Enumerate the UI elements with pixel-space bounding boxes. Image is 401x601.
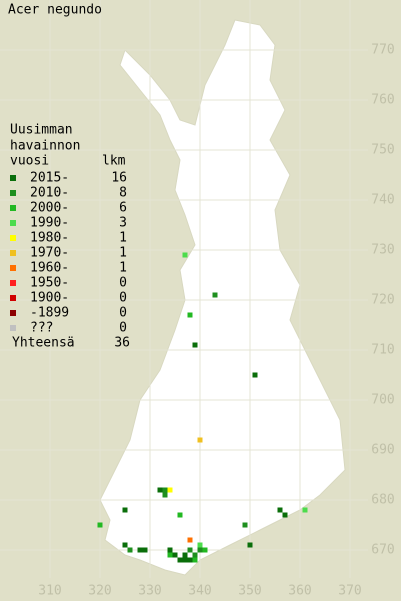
occurrence xyxy=(212,292,218,298)
x-tick-label: 350 xyxy=(238,584,261,599)
y-tick-label: 720 xyxy=(371,293,394,308)
grid xyxy=(0,0,368,578)
occurrence xyxy=(197,547,203,553)
occurrence xyxy=(197,542,203,548)
legend-label: 1980- xyxy=(30,231,69,246)
legend-swatch xyxy=(10,220,16,226)
legend-heading: Uusimman xyxy=(10,123,73,138)
legend-swatch xyxy=(10,265,16,271)
legend-label: 1950- xyxy=(30,276,69,291)
occurrence xyxy=(122,542,128,548)
legend-label: 1990- xyxy=(30,216,69,231)
occurrence xyxy=(187,547,193,553)
occurrence xyxy=(167,547,173,553)
occurrence xyxy=(177,512,183,518)
legend-count: 0 xyxy=(119,306,127,321)
y-tick-label: 740 xyxy=(371,193,394,208)
occurrence xyxy=(302,507,308,513)
occurrence xyxy=(97,522,103,528)
x-tick-label: 310 xyxy=(38,584,61,599)
y-tick-label: 700 xyxy=(371,393,394,408)
occurrence xyxy=(177,557,183,563)
occurrence xyxy=(182,252,188,258)
occurrence xyxy=(167,487,173,493)
title: Acer negundo xyxy=(8,3,102,18)
x-tick-label: 370 xyxy=(338,584,361,599)
x-tick-label: 330 xyxy=(138,584,161,599)
occurrence xyxy=(182,552,188,558)
occurrence xyxy=(137,547,143,553)
legend-count: 1 xyxy=(119,246,127,261)
legend-label: 1900- xyxy=(30,291,69,306)
occurrence xyxy=(162,487,168,493)
legend-label: ??? xyxy=(30,321,53,336)
y-tick-label: 670 xyxy=(371,543,394,558)
occurrence xyxy=(187,537,193,543)
occurrence xyxy=(172,552,178,558)
x-tick-label: 360 xyxy=(288,584,311,599)
legend-label: -1899 xyxy=(30,306,69,321)
legend-heading: vuosi xyxy=(10,154,49,169)
occurrence xyxy=(122,507,128,513)
occurrence xyxy=(252,372,258,378)
legend-count: 1 xyxy=(119,231,127,246)
x-tick-label: 340 xyxy=(188,584,211,599)
legend-label: 2000- xyxy=(30,201,69,216)
legend-swatch xyxy=(10,235,16,241)
legend-count: 0 xyxy=(119,321,127,336)
country-outline xyxy=(99,19,346,576)
y-tick-label: 690 xyxy=(371,443,394,458)
legend-count: 1 xyxy=(119,261,127,276)
legend-swatch xyxy=(10,175,16,181)
occurrence xyxy=(182,557,188,563)
points xyxy=(97,252,308,563)
legend-count: 3 xyxy=(119,216,127,231)
occurrence xyxy=(167,552,173,558)
legend-label: 2015- xyxy=(30,171,69,186)
occurrence xyxy=(187,312,193,318)
legend-count: 0 xyxy=(119,291,127,306)
y-tick-label: 710 xyxy=(371,343,394,358)
occurrence xyxy=(277,507,283,513)
y-tick-label: 680 xyxy=(371,493,394,508)
legend-swatch xyxy=(10,250,16,256)
y-tick-label: 770 xyxy=(371,43,394,58)
legend-count-heading: lkm xyxy=(102,154,126,169)
legend-swatch xyxy=(10,205,16,211)
y-tick-label: 760 xyxy=(371,93,394,108)
legend-swatch xyxy=(10,310,16,316)
occurrence xyxy=(127,547,133,553)
occurrence xyxy=(187,557,193,563)
y-tick-label: 750 xyxy=(371,143,394,158)
legend: 2015- 16 2010- 8 2000- 6 1990- 3 1980- 1 1970- 1 196… xyxy=(10,171,130,351)
total-count: 36 xyxy=(114,336,130,351)
legend-swatch xyxy=(10,295,16,301)
occurrence xyxy=(192,552,198,558)
legend-swatch xyxy=(10,280,16,286)
occurrence xyxy=(197,437,203,443)
occurrence xyxy=(192,342,198,348)
legend-count: 0 xyxy=(119,276,127,291)
occurrence xyxy=(242,522,248,528)
occurrence xyxy=(157,487,163,493)
legend-count: 6 xyxy=(119,201,127,216)
legend-count: 8 xyxy=(119,186,127,201)
legend-swatch xyxy=(10,190,16,196)
occurrence xyxy=(247,542,253,548)
legend-count: 16 xyxy=(111,171,127,186)
occurrence xyxy=(202,547,208,553)
occurrence xyxy=(282,512,288,518)
legend-swatch xyxy=(10,325,16,331)
legend-heading: havainnon xyxy=(10,139,80,154)
occurrence xyxy=(142,547,148,553)
legend-label: 1960- xyxy=(30,261,69,276)
x-tick-label: 320 xyxy=(88,584,111,599)
y-tick-label: 730 xyxy=(371,243,394,258)
legend-label: 2010- xyxy=(30,186,69,201)
legend-label: 1970- xyxy=(30,246,69,261)
total-label: Yhteensä xyxy=(12,336,75,351)
occurrence xyxy=(192,557,198,563)
occurrence xyxy=(162,492,168,498)
